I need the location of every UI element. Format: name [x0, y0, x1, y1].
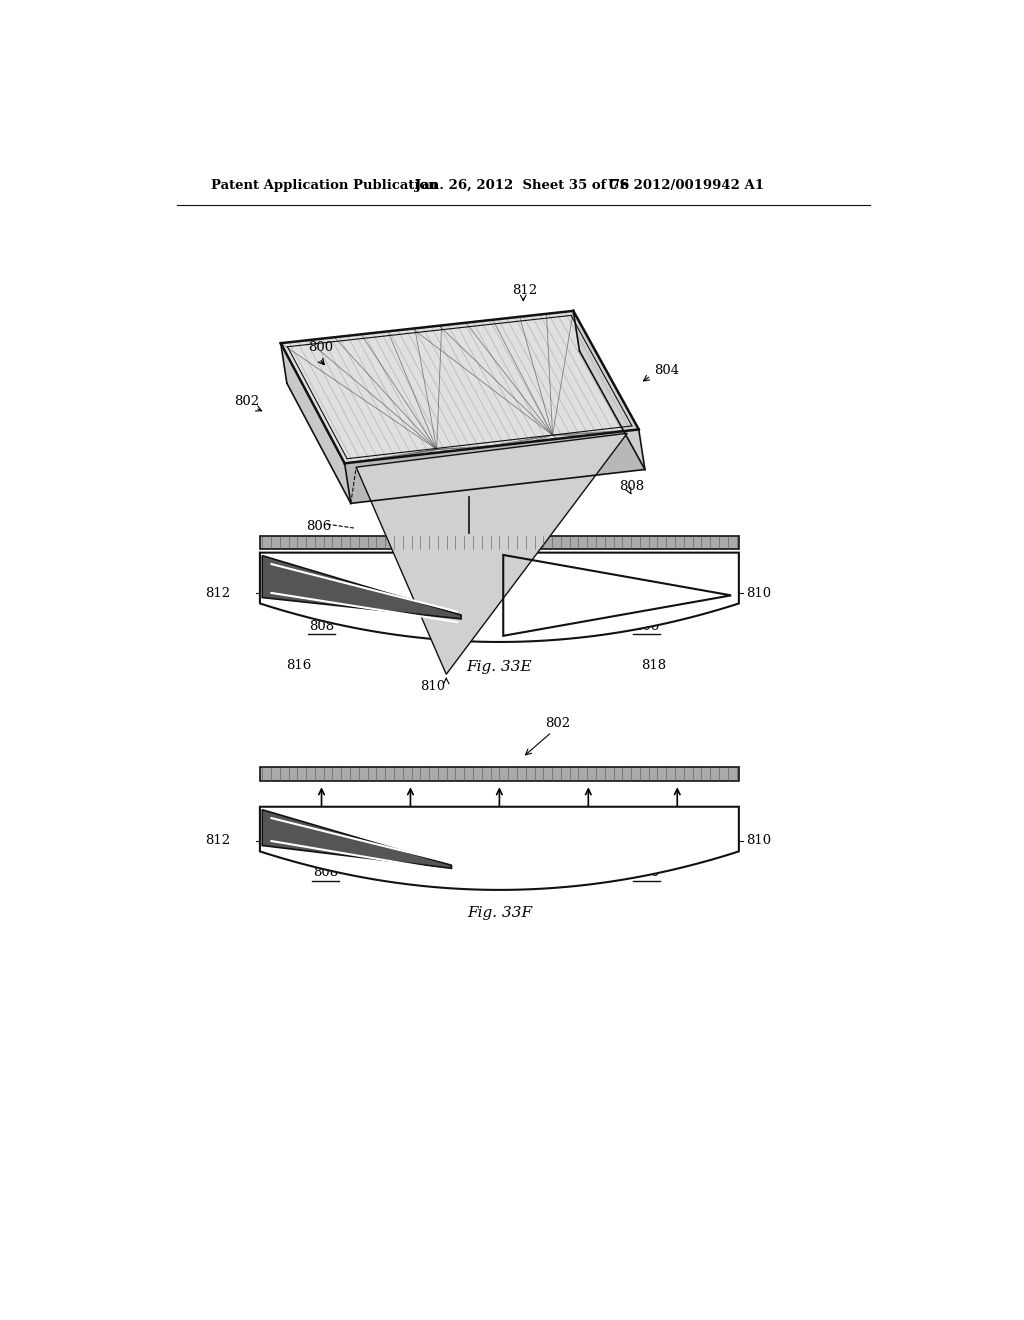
Text: 810: 810: [421, 680, 445, 693]
Text: 810: 810: [746, 834, 772, 847]
Text: 818: 818: [642, 659, 667, 672]
Text: 812: 812: [206, 587, 230, 601]
Polygon shape: [281, 312, 639, 463]
Text: Fig. 33D: Fig. 33D: [615, 610, 682, 623]
Text: 804: 804: [654, 364, 679, 378]
Polygon shape: [262, 809, 452, 869]
Text: 806: 806: [306, 520, 332, 532]
Text: 810: 810: [746, 587, 772, 601]
Text: Fig. 33E: Fig. 33E: [467, 660, 532, 675]
Text: 808: 808: [309, 620, 334, 634]
Polygon shape: [262, 556, 461, 619]
Text: 806: 806: [634, 620, 659, 634]
Text: 806: 806: [634, 866, 659, 879]
Text: 808: 808: [620, 479, 645, 492]
Polygon shape: [281, 343, 351, 503]
Bar: [260, 767, 739, 780]
Text: 802: 802: [546, 717, 570, 730]
Polygon shape: [356, 433, 628, 675]
Polygon shape: [345, 429, 645, 503]
Text: Fig. 33F: Fig. 33F: [467, 906, 531, 920]
Text: 802: 802: [234, 395, 260, 408]
Text: 106: 106: [449, 478, 473, 491]
Text: 800: 800: [307, 341, 333, 354]
Text: Jan. 26, 2012  Sheet 35 of 76: Jan. 26, 2012 Sheet 35 of 76: [416, 178, 630, 191]
Polygon shape: [260, 807, 739, 890]
Polygon shape: [260, 553, 739, 642]
Bar: [260, 536, 739, 549]
Polygon shape: [573, 312, 645, 470]
Text: 812: 812: [206, 834, 230, 847]
Text: Patent Application Publication: Patent Application Publication: [211, 178, 438, 191]
Text: US 2012/0019942 A1: US 2012/0019942 A1: [608, 178, 764, 191]
Text: 808: 808: [312, 866, 338, 879]
Text: 816: 816: [286, 659, 311, 672]
Text: 802: 802: [530, 478, 555, 491]
Text: 812: 812: [512, 284, 537, 297]
